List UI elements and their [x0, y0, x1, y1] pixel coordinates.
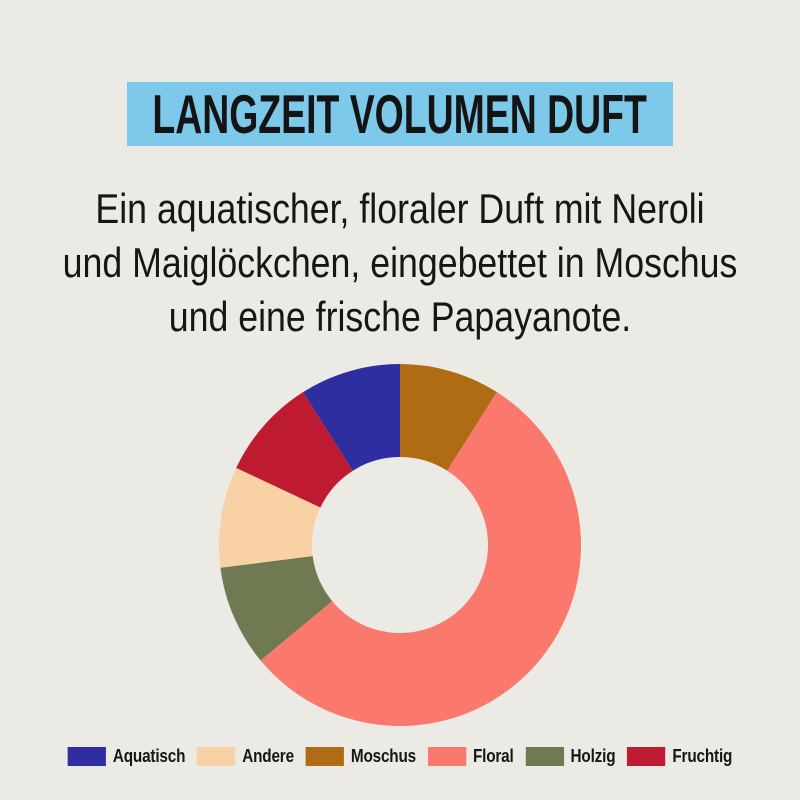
description-line-2: und Maiglöckchen, eingebettet in Moschus	[62, 239, 738, 286]
description-line-1: Ein aquatischer, floraler Duft mit Nerol…	[95, 185, 705, 232]
page-title: LANGZEIT VOLUMEN DUFT	[152, 83, 648, 145]
donut-segment-fruchtig	[236, 392, 353, 508]
legend-label-holzig: Holzig	[570, 746, 616, 766]
legend-item-aquatisch: Aquatisch	[67, 746, 186, 767]
legend-swatch-floral	[427, 747, 467, 766]
legend-swatch-andere	[197, 747, 236, 766]
legend-label-andere: Andere	[242, 746, 294, 766]
donut-segment-aquatisch	[303, 364, 400, 471]
description-line-3: und eine frische Papayanote.	[168, 293, 632, 340]
legend-item-holzig: Holzig	[525, 746, 616, 767]
donut-segment-floral	[260, 392, 582, 727]
legend-item-fruchtig: Fruchtig	[627, 746, 732, 767]
donut-segment-holzig	[220, 556, 333, 661]
legend-label-floral: Floral	[472, 746, 514, 766]
legend-item-floral: Floral	[427, 746, 514, 767]
legend-swatch-holzig	[525, 747, 564, 766]
legend-label-fruchtig: Fruchtig	[672, 746, 733, 766]
donut-segment-andere	[219, 467, 321, 568]
donut-chart	[219, 364, 582, 727]
legend-label-moschus: Moschus	[350, 746, 417, 766]
donut-segment-moschus	[400, 364, 497, 471]
legend-item-moschus: Moschus	[305, 746, 417, 767]
legend-label-aquatisch: Aquatisch	[112, 746, 186, 766]
legend-swatch-aquatisch	[67, 747, 107, 766]
chart-legend: Aquatisch Andere Moschus Floral Holzig F…	[60, 746, 740, 767]
legend-swatch-moschus	[305, 747, 345, 766]
legend-swatch-fruchtig	[627, 747, 666, 766]
title-highlight: LANGZEIT VOLUMEN DUFT	[127, 82, 673, 146]
legend-item-andere: Andere	[197, 746, 294, 767]
description: Ein aquatischer, floraler Duft mit Nerol…	[60, 182, 740, 344]
